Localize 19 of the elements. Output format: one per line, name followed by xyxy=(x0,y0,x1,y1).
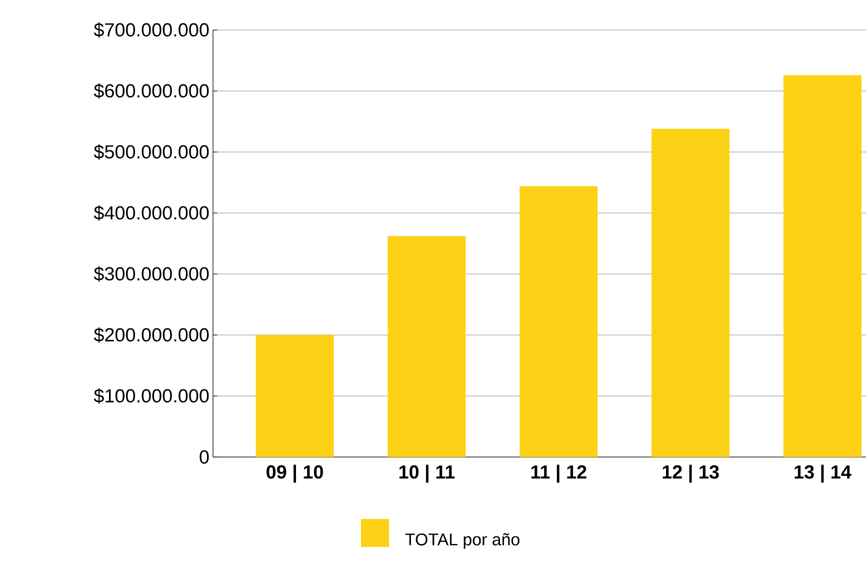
bar xyxy=(652,128,730,457)
y-tick-label: 0 xyxy=(200,450,209,464)
y-tick-label: $300.000.000 xyxy=(94,266,209,282)
bar xyxy=(256,334,334,457)
x-tick-label: 13 | 14 xyxy=(794,464,852,483)
y-tick-label: $100.000.000 xyxy=(94,388,209,404)
bar xyxy=(388,236,466,457)
bar xyxy=(783,75,862,457)
legend-label: TOTAL por año xyxy=(405,533,520,549)
y-tick-label: $400.000.000 xyxy=(94,205,209,221)
bar xyxy=(520,186,598,457)
y-tick-label: $600.000.000 xyxy=(94,83,209,99)
y-tick-label: $500.000.000 xyxy=(94,144,209,160)
y-tick-label: $200.000.000 xyxy=(94,327,209,343)
y-tick-label: $700.000.000 xyxy=(94,22,209,38)
x-tick-label: 10 | 11 xyxy=(399,464,455,483)
x-tick-label: 09 | 10 xyxy=(266,464,323,483)
x-tick-label: 11 | 12 xyxy=(531,464,586,483)
x-tick-label: 12 | 13 xyxy=(662,464,719,483)
